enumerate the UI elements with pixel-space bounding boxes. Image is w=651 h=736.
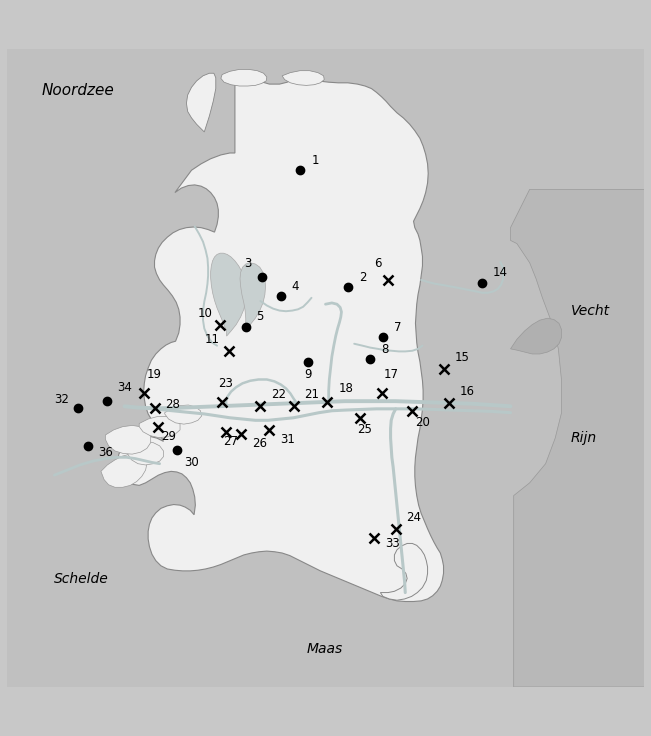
Text: 19: 19 xyxy=(147,369,162,381)
Text: 31: 31 xyxy=(280,433,295,446)
Text: 32: 32 xyxy=(54,393,68,406)
Polygon shape xyxy=(211,253,246,336)
Text: Schelde: Schelde xyxy=(55,572,109,586)
Polygon shape xyxy=(186,74,215,132)
Text: 36: 36 xyxy=(98,445,113,459)
Text: 10: 10 xyxy=(197,307,212,320)
Polygon shape xyxy=(510,318,562,354)
Text: 16: 16 xyxy=(460,385,475,398)
Text: 17: 17 xyxy=(383,369,398,381)
Text: 8: 8 xyxy=(381,343,389,356)
Text: 22: 22 xyxy=(271,388,286,401)
Text: 15: 15 xyxy=(455,351,470,364)
Text: 24: 24 xyxy=(406,511,422,524)
Polygon shape xyxy=(118,76,443,601)
Text: 5: 5 xyxy=(256,311,264,323)
Text: 26: 26 xyxy=(252,436,267,450)
Text: Maas: Maas xyxy=(307,642,342,656)
Polygon shape xyxy=(105,425,150,454)
Polygon shape xyxy=(139,417,180,437)
Text: Noordzee: Noordzee xyxy=(42,83,115,98)
Text: 20: 20 xyxy=(415,417,430,429)
Text: 30: 30 xyxy=(184,456,199,469)
Text: 33: 33 xyxy=(385,537,400,551)
Text: Rijn: Rijn xyxy=(571,431,597,445)
Text: 9: 9 xyxy=(305,368,312,381)
Polygon shape xyxy=(380,543,428,601)
Text: 4: 4 xyxy=(292,280,299,293)
Polygon shape xyxy=(510,189,644,687)
Polygon shape xyxy=(221,69,267,86)
Text: 29: 29 xyxy=(161,430,176,442)
Text: 27: 27 xyxy=(223,435,238,447)
Text: 2: 2 xyxy=(359,271,366,284)
Text: 23: 23 xyxy=(218,378,233,390)
Text: 25: 25 xyxy=(357,422,372,436)
Text: 11: 11 xyxy=(204,333,219,346)
Text: 3: 3 xyxy=(244,258,251,270)
Text: 14: 14 xyxy=(493,266,508,280)
Text: 28: 28 xyxy=(165,397,180,411)
Text: 21: 21 xyxy=(305,388,320,401)
Text: 34: 34 xyxy=(118,381,132,394)
Text: 6: 6 xyxy=(374,258,381,270)
Polygon shape xyxy=(7,49,644,687)
Text: 18: 18 xyxy=(339,383,353,395)
Polygon shape xyxy=(128,442,163,465)
Text: 1: 1 xyxy=(311,154,319,167)
Polygon shape xyxy=(282,71,324,85)
Polygon shape xyxy=(165,405,202,424)
Polygon shape xyxy=(240,263,266,330)
Text: 7: 7 xyxy=(394,321,401,334)
Polygon shape xyxy=(101,453,147,487)
Text: Vecht: Vecht xyxy=(571,303,610,317)
